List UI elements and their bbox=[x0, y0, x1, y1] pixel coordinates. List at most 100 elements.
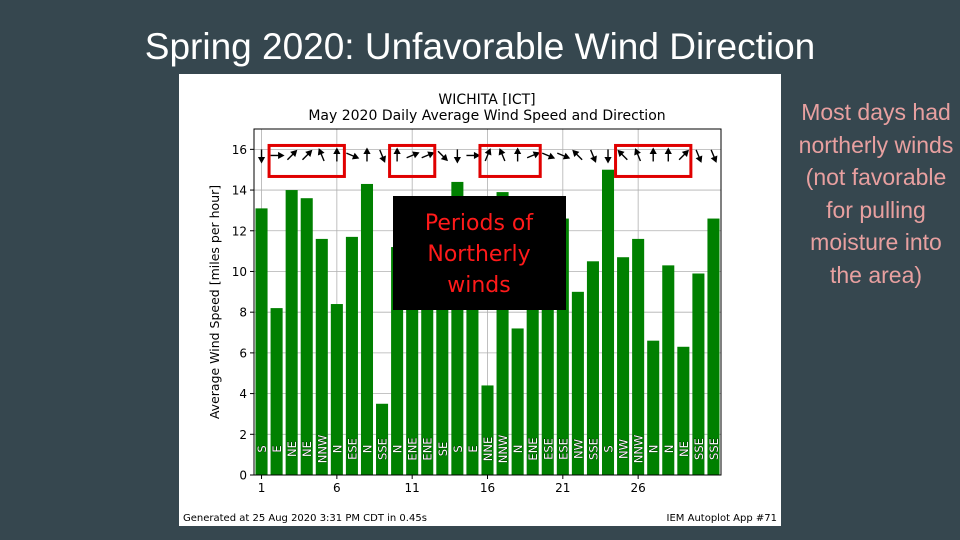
wind-arrow bbox=[590, 149, 597, 163]
wind-arrow bbox=[634, 148, 642, 162]
wind-arrow bbox=[286, 149, 298, 161]
wind-arrow-head bbox=[440, 153, 448, 162]
direction-labels-group: S E NE NE NNW N ESE N SSE N ENE ENE SE S E NNE NNW N ENE ES… bbox=[255, 434, 722, 464]
direction-label: ESE bbox=[541, 438, 555, 460]
direction-label: NE bbox=[285, 441, 299, 457]
wind-arrow bbox=[695, 149, 703, 163]
bar-day-31 bbox=[707, 218, 720, 475]
bar-day-27 bbox=[647, 340, 660, 475]
footer-right: IEM Autoplot App #71 bbox=[667, 513, 777, 524]
bar-day-26 bbox=[632, 238, 645, 475]
x-tick-label: 26 bbox=[631, 481, 646, 495]
wind-arrow-head bbox=[617, 149, 625, 157]
direction-label: SE bbox=[436, 442, 450, 457]
wind-arrow-head bbox=[393, 147, 401, 154]
highlight-box bbox=[614, 143, 693, 178]
wind-arrow bbox=[453, 149, 461, 164]
y-tick-label: 4 bbox=[239, 387, 247, 401]
y-tick-label: 0 bbox=[239, 469, 247, 483]
direction-label: NNW bbox=[315, 435, 329, 464]
wind-chart: S E NE NE NNW N ESE N SSE N ENE ENE SE S E NNE NNW N ENE ES… bbox=[183, 92, 777, 524]
wind-arrow bbox=[664, 147, 672, 162]
wind-arrow bbox=[557, 152, 571, 160]
direction-label: NE bbox=[677, 441, 691, 457]
wind-arrow bbox=[421, 151, 435, 159]
wind-arrow bbox=[484, 148, 492, 162]
wind-arrow bbox=[346, 152, 360, 160]
overlay-text-line: winds bbox=[447, 273, 510, 298]
direction-label: NNW bbox=[496, 435, 510, 464]
wind-arrow bbox=[333, 147, 341, 162]
wind-arrow bbox=[710, 149, 718, 163]
bar-day-24 bbox=[601, 169, 615, 475]
x-tick-label: 16 bbox=[480, 481, 495, 495]
chart-subtitle: May 2020 Daily Average Wind Speed and Di… bbox=[308, 108, 665, 124]
wind-arrow-head bbox=[664, 147, 672, 154]
bar-day-7 bbox=[345, 236, 358, 475]
overlay-text: Periods of Northerly winds bbox=[425, 211, 535, 298]
y-axis-label: Average Wind Speed [miles per hour] bbox=[207, 185, 222, 419]
bar-day-16 bbox=[481, 385, 494, 475]
bar-day-8 bbox=[360, 183, 374, 475]
wind-arrow bbox=[498, 148, 506, 162]
direction-label: SSE bbox=[376, 438, 390, 460]
wind-arrow-head bbox=[453, 156, 461, 164]
y-tick-label: 14 bbox=[232, 184, 247, 198]
y-tick-label: 12 bbox=[232, 224, 247, 238]
overlay-text-line: Periods of bbox=[425, 211, 535, 236]
wind-arrow-head bbox=[363, 147, 371, 154]
direction-label: SSE bbox=[692, 438, 706, 460]
wind-arrow bbox=[541, 152, 556, 160]
bar-day-6 bbox=[330, 304, 343, 475]
wind-arrow bbox=[514, 147, 522, 162]
bar-day-22 bbox=[571, 291, 584, 475]
wind-arrows-group bbox=[257, 147, 718, 164]
y-tick-label: 2 bbox=[239, 428, 247, 442]
direction-label: N bbox=[360, 445, 374, 454]
wind-arrow bbox=[301, 149, 313, 161]
bar-day-5 bbox=[315, 238, 328, 475]
direction-label: ENE bbox=[526, 437, 540, 460]
wind-arrow-head bbox=[473, 151, 481, 160]
direction-label: N bbox=[647, 445, 661, 454]
direction-label: ENE bbox=[421, 437, 435, 460]
wind-arrow bbox=[678, 149, 689, 161]
wind-arrow bbox=[406, 151, 420, 159]
x-tick-label: 1 bbox=[258, 481, 266, 495]
wind-arrow bbox=[393, 147, 401, 162]
wind-arrow-head bbox=[634, 148, 641, 156]
wind-arrow-head bbox=[590, 155, 597, 163]
footer-left: Generated at 25 Aug 2020 3:31 PM CDT in … bbox=[183, 513, 427, 524]
overlay-text-line: Northerly bbox=[427, 242, 530, 267]
y-tick-label: 8 bbox=[239, 306, 247, 320]
chart-title: WICHITA [ICT] bbox=[438, 92, 535, 108]
bar-day-30 bbox=[692, 273, 705, 475]
wind-arrow-head bbox=[514, 147, 522, 154]
wind-arrow bbox=[317, 148, 325, 162]
direction-label: NNE bbox=[481, 437, 495, 461]
wind-arrow bbox=[257, 149, 266, 164]
side-note: Most days had northerly winds (not favor… bbox=[798, 99, 954, 288]
bar-day-1 bbox=[255, 208, 268, 475]
y-tick-label: 6 bbox=[239, 346, 247, 360]
wind-arrow-head bbox=[562, 152, 571, 160]
wind-arrow-head bbox=[305, 149, 313, 157]
bar-day-28 bbox=[662, 265, 675, 475]
wind-arrow-head bbox=[710, 155, 718, 163]
wind-arrow bbox=[379, 149, 386, 163]
highlight-boxes-group bbox=[267, 143, 693, 178]
wind-arrow bbox=[617, 149, 628, 161]
wind-arrow-head bbox=[317, 148, 325, 156]
x-tick-label: 21 bbox=[555, 481, 570, 495]
wind-arrow-head bbox=[484, 148, 492, 156]
highlight-box bbox=[388, 143, 437, 178]
direction-label: S bbox=[255, 445, 269, 452]
wind-arrow-head bbox=[498, 148, 506, 156]
wind-arrow-head bbox=[351, 152, 360, 160]
wind-arrow-head bbox=[572, 149, 580, 157]
wind-arrow-head bbox=[532, 151, 541, 159]
wind-arrow bbox=[604, 149, 612, 164]
direction-label: S bbox=[602, 445, 616, 452]
bar-day-25 bbox=[617, 257, 630, 475]
